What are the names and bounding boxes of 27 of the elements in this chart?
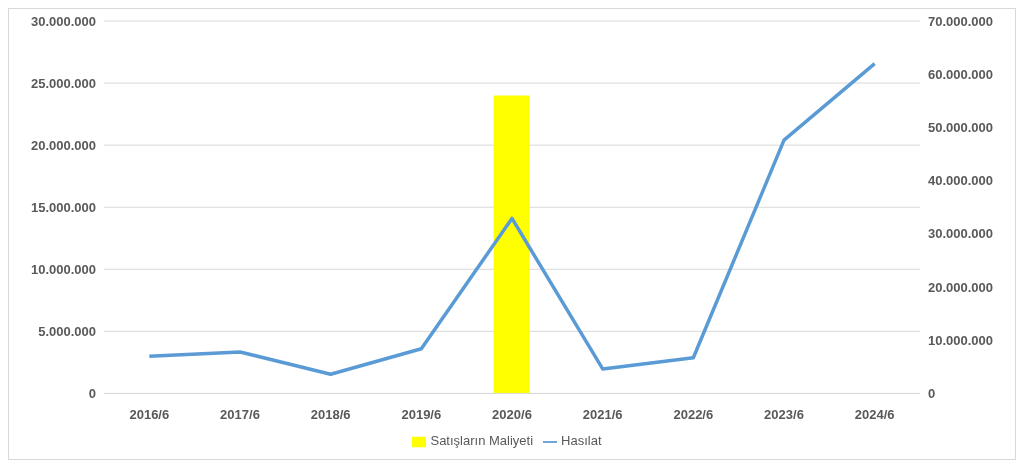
y2-tick-label: 10.000.000 xyxy=(928,332,994,348)
y2-tick-label: 0 xyxy=(928,386,936,402)
y2-tick-label: 50.000.000 xyxy=(928,120,994,136)
y2-tick-label: 70.000.000 xyxy=(928,13,994,29)
line-series xyxy=(147,61,877,377)
y-tick-label: 0 xyxy=(88,386,96,402)
x-tick-label: 2016/6 xyxy=(129,406,170,422)
y2-tick-label: 40.000.000 xyxy=(928,173,994,189)
y-tick-label: 10.000.000 xyxy=(30,261,96,277)
x-tick-label: 2022/6 xyxy=(673,406,714,422)
x-tick-label: 2024/6 xyxy=(854,406,895,422)
y-tick-label: 25.000.000 xyxy=(30,75,96,91)
y2-tick-label: 20.000.000 xyxy=(928,279,994,295)
x-tick-label: 2020/6 xyxy=(492,406,532,422)
x-tick-label: 2019/6 xyxy=(401,406,442,422)
x-tick-label: 2023/6 xyxy=(764,406,804,422)
y2-tick-label: 30.000.000 xyxy=(928,226,994,242)
y2-tick-label: 60.000.000 xyxy=(928,66,994,82)
y-tick-label: 15.000.000 xyxy=(30,199,96,215)
legend-label: Hasılat xyxy=(561,433,602,449)
legend-label: Satışların Maliyeti xyxy=(430,433,534,449)
x-tick-label: 2018/6 xyxy=(310,406,351,422)
y-tick-label: 30.000.000 xyxy=(30,13,96,29)
x-tick-label: 2021/6 xyxy=(582,406,623,422)
y-tick-label: 20.000.000 xyxy=(30,137,96,153)
y-tick-label: 5.000.000 xyxy=(38,323,96,339)
x-tick-label: 2017/6 xyxy=(220,406,260,422)
